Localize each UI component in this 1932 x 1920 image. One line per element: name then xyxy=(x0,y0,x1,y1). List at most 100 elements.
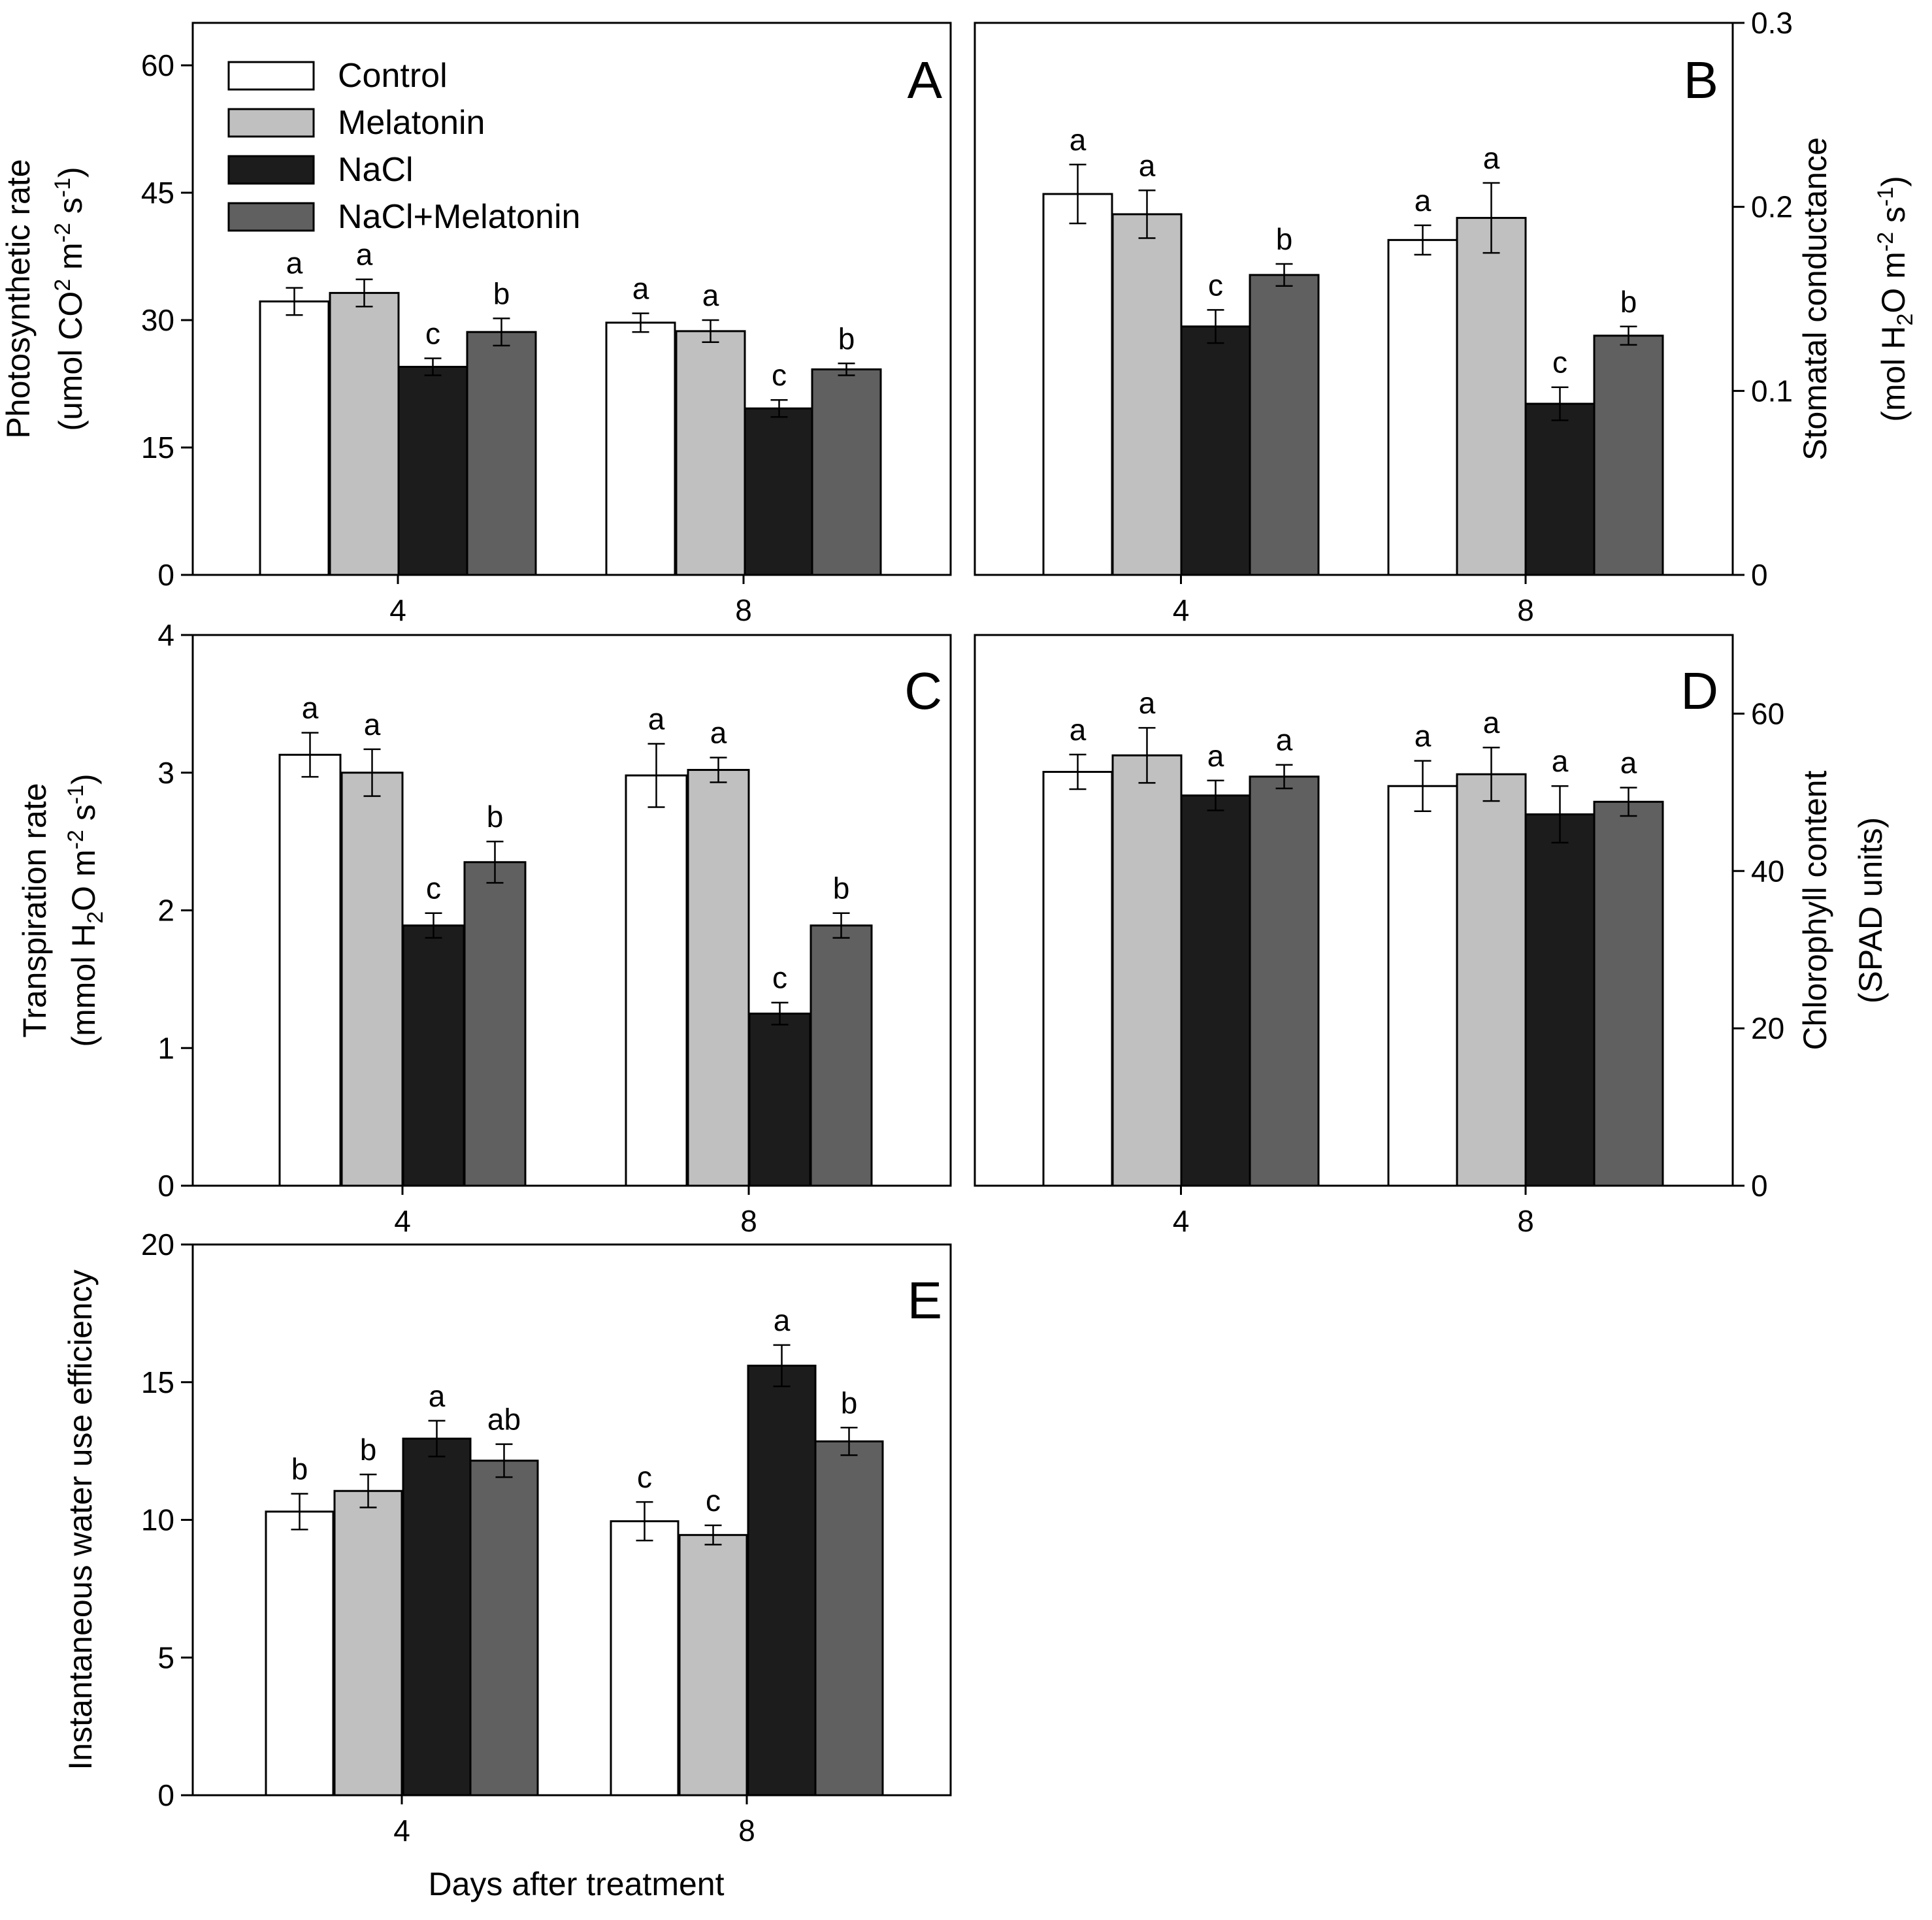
x-axis-title: Days after treatment xyxy=(429,1866,725,1902)
significance-letter: a xyxy=(702,278,719,312)
significance-letter: a xyxy=(1070,123,1087,157)
y-axis-unit: (mmol H2O m-2 s-1) xyxy=(63,773,108,1047)
legend-label: NaCl+Melatonin xyxy=(338,198,580,236)
bar xyxy=(1111,213,1183,576)
significance-letter: b xyxy=(360,1433,377,1467)
bar xyxy=(744,407,815,576)
significance-letter: a xyxy=(710,716,727,750)
significance-letter: ab xyxy=(487,1403,521,1437)
bar xyxy=(1387,785,1458,1187)
y-tick-label: 10 xyxy=(141,1503,174,1537)
y-tick-label: 5 xyxy=(157,1640,174,1674)
significance-letter: a xyxy=(286,246,303,280)
y-tick-label: 40 xyxy=(1751,854,1784,888)
significance-letter: a xyxy=(1139,148,1156,182)
bar xyxy=(329,291,400,576)
legend-label: Melatonin xyxy=(338,104,485,142)
significance-letter: a xyxy=(1620,746,1637,780)
y-axis-title: Transpiration rate xyxy=(16,783,53,1038)
bar xyxy=(259,300,330,576)
bar xyxy=(1387,238,1458,576)
y-axis-title: Instantaneous water use efficiency xyxy=(62,1269,99,1770)
bar xyxy=(469,1459,539,1797)
bar xyxy=(333,1489,403,1797)
y-tick-label: 1 xyxy=(157,1031,174,1065)
y-tick-label: 0.2 xyxy=(1751,190,1793,224)
significance-letter: a xyxy=(1207,739,1224,773)
x-tick-label: 4 xyxy=(389,593,406,627)
bar xyxy=(1524,813,1596,1187)
legend-swatch xyxy=(227,155,315,185)
y-tick-label: 0 xyxy=(1751,1169,1768,1203)
significance-letter: c xyxy=(772,358,787,392)
y-axis-title: Photosynthetic rate xyxy=(0,159,37,438)
panel-letter: B xyxy=(1684,51,1718,109)
significance-letter: b xyxy=(1276,222,1293,256)
significance-letter: c xyxy=(706,1484,721,1518)
significance-letter: a xyxy=(1415,719,1432,753)
bar xyxy=(1042,771,1113,1187)
bar xyxy=(1593,334,1664,576)
significance-letter: a xyxy=(1483,141,1500,175)
significance-letter: c xyxy=(426,871,441,905)
bar xyxy=(1180,325,1251,576)
y-tick-label: 15 xyxy=(141,431,174,464)
bar xyxy=(1593,800,1664,1187)
y-tick-label: 20 xyxy=(1751,1011,1784,1045)
chart-panel-d: 0 20 40 60 4 8 a a a a a a a a D Chlorophyll content (SP… xyxy=(974,634,1889,1238)
x-tick-label: 8 xyxy=(740,1204,757,1238)
significance-letter: a xyxy=(648,702,665,736)
significance-letter: a xyxy=(429,1379,446,1413)
bar xyxy=(466,331,537,576)
chart-panel-a: 0 15 30 45 60 4 8 a a a a c c b b A Photosynthetic rate (… xyxy=(0,22,952,627)
x-tick-label: 8 xyxy=(1517,1204,1534,1238)
bar xyxy=(748,1013,811,1187)
x-tick-label: 8 xyxy=(1517,593,1534,627)
bar xyxy=(265,1510,335,1797)
significance-letter: a xyxy=(1483,706,1500,740)
y-tick-label: 0 xyxy=(157,558,174,592)
legend-swatch xyxy=(227,202,315,232)
significance-letter: a xyxy=(1276,723,1293,757)
y-tick-label: 60 xyxy=(1751,696,1784,730)
bar xyxy=(678,1534,748,1797)
bar xyxy=(1456,773,1527,1187)
bar xyxy=(1249,274,1320,576)
x-tick-label: 8 xyxy=(738,1814,755,1847)
plot-frame xyxy=(974,634,1734,1187)
y-tick-label: 3 xyxy=(157,756,174,790)
significance-letter: c xyxy=(1552,346,1567,380)
significance-letter: b xyxy=(838,321,855,355)
panel-letter: D xyxy=(1680,662,1718,720)
significance-letter: b xyxy=(841,1386,858,1420)
significance-letter: b xyxy=(493,276,510,310)
significance-letter: a xyxy=(1552,744,1569,778)
bar xyxy=(811,368,882,576)
plot-frame xyxy=(191,22,952,576)
bar xyxy=(340,772,404,1187)
bar xyxy=(675,330,746,576)
y-axis-title: Stomatal conductance xyxy=(1797,137,1833,461)
y-axis-unit: (umol CO2 m-2 s-1) xyxy=(50,167,89,431)
bar xyxy=(605,321,676,576)
significance-letter: b xyxy=(833,871,850,905)
significance-letter: c xyxy=(425,317,440,351)
bar xyxy=(810,924,873,1187)
y-axis-title: Chlorophyll content xyxy=(1797,770,1833,1050)
significance-letter: a xyxy=(364,708,381,741)
significance-letter: a xyxy=(632,272,649,306)
significance-letter: c xyxy=(637,1460,652,1494)
significance-letter: a xyxy=(774,1303,791,1337)
bar xyxy=(1042,193,1113,576)
legend-swatch xyxy=(227,61,315,91)
chart-panel-e: 0 5 10 15 20 4 8 b c b c a a ab b E Instantaneous water … xyxy=(62,1228,952,1847)
legend-label: Control xyxy=(338,57,448,95)
y-tick-label: 2 xyxy=(157,894,174,928)
bar xyxy=(1456,217,1527,576)
y-axis-unit: (SPAD units) xyxy=(1852,817,1889,1003)
x-tick-label: 4 xyxy=(1173,1204,1190,1238)
y-tick-label: 20 xyxy=(141,1228,174,1261)
significance-letter: a xyxy=(1139,686,1156,720)
legend: Control Melatonin NaCl NaCl+Melatonin xyxy=(227,57,580,236)
bar xyxy=(687,769,750,1187)
